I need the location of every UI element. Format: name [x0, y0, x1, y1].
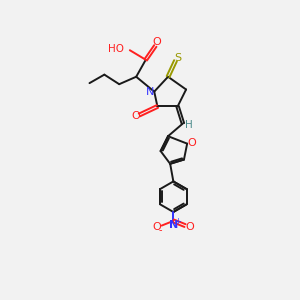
Text: O: O: [185, 222, 194, 232]
Text: -: -: [158, 225, 162, 235]
Text: S: S: [174, 52, 181, 63]
Text: HO: HO: [108, 44, 124, 54]
Text: O: O: [152, 37, 161, 47]
Text: O: O: [188, 138, 196, 148]
Text: O: O: [153, 222, 161, 232]
Text: N: N: [169, 220, 178, 230]
Text: H: H: [185, 119, 193, 130]
Text: +: +: [175, 218, 182, 226]
Text: N: N: [146, 87, 154, 97]
Text: O: O: [131, 111, 140, 121]
